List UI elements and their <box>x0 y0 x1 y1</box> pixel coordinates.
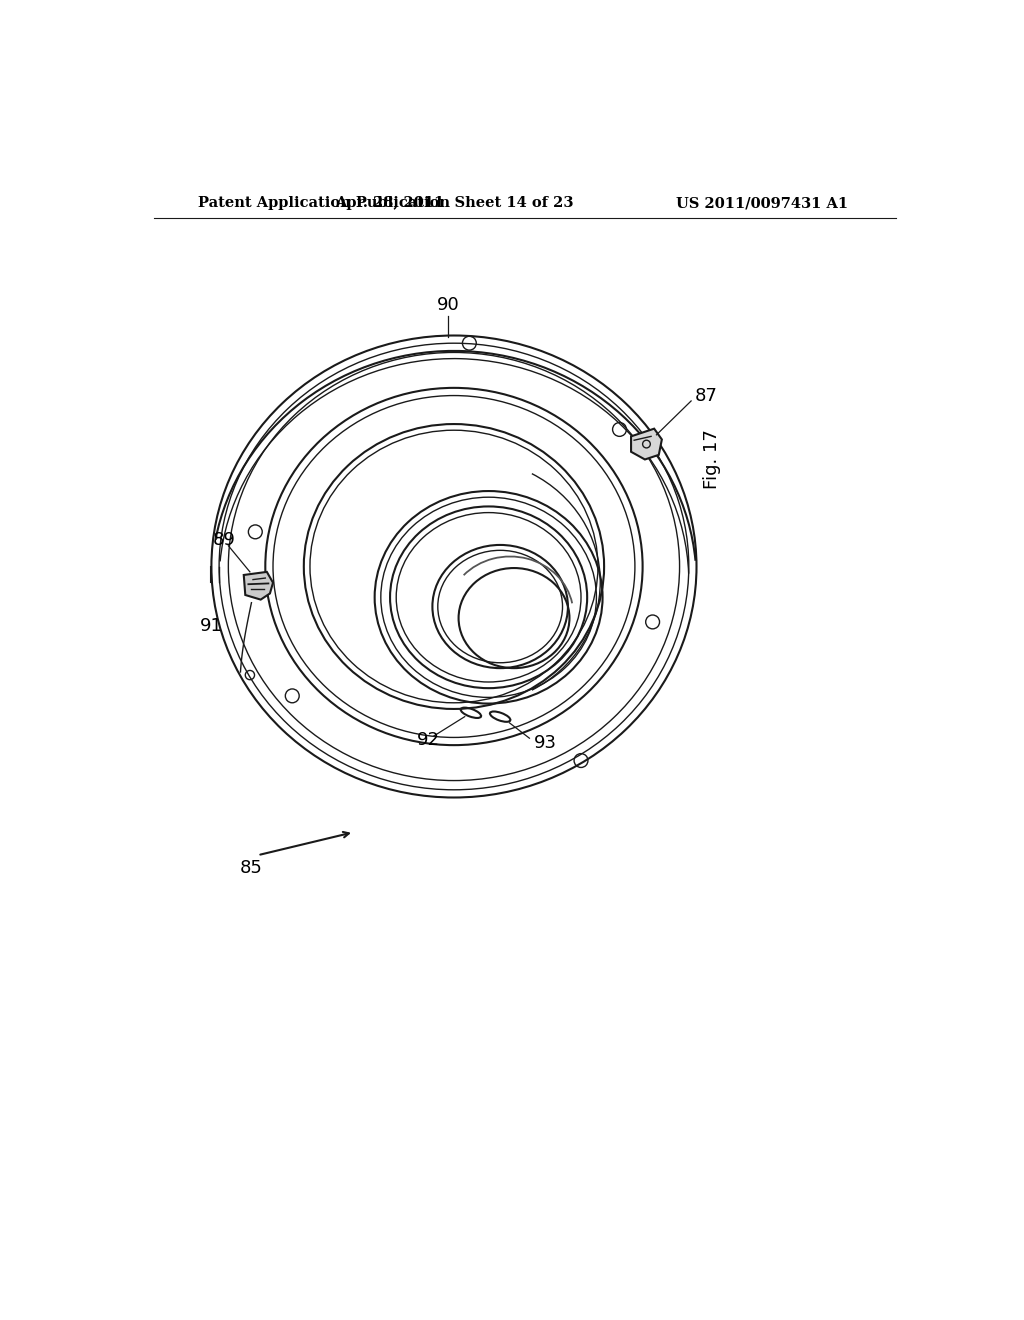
Text: Patent Application Publication: Patent Application Publication <box>199 197 451 210</box>
Text: US 2011/0097431 A1: US 2011/0097431 A1 <box>676 197 848 210</box>
Text: 89: 89 <box>212 531 236 549</box>
Text: 90: 90 <box>436 296 459 314</box>
Text: 92: 92 <box>417 731 440 748</box>
Text: 91: 91 <box>200 616 223 635</box>
Polygon shape <box>631 429 662 459</box>
Text: 85: 85 <box>240 859 263 876</box>
Text: 87: 87 <box>695 387 718 405</box>
Text: Apr. 28, 2011  Sheet 14 of 23: Apr. 28, 2011 Sheet 14 of 23 <box>335 197 573 210</box>
Text: Fig. 17: Fig. 17 <box>702 429 721 488</box>
Text: 93: 93 <box>535 734 557 752</box>
Polygon shape <box>244 572 273 599</box>
